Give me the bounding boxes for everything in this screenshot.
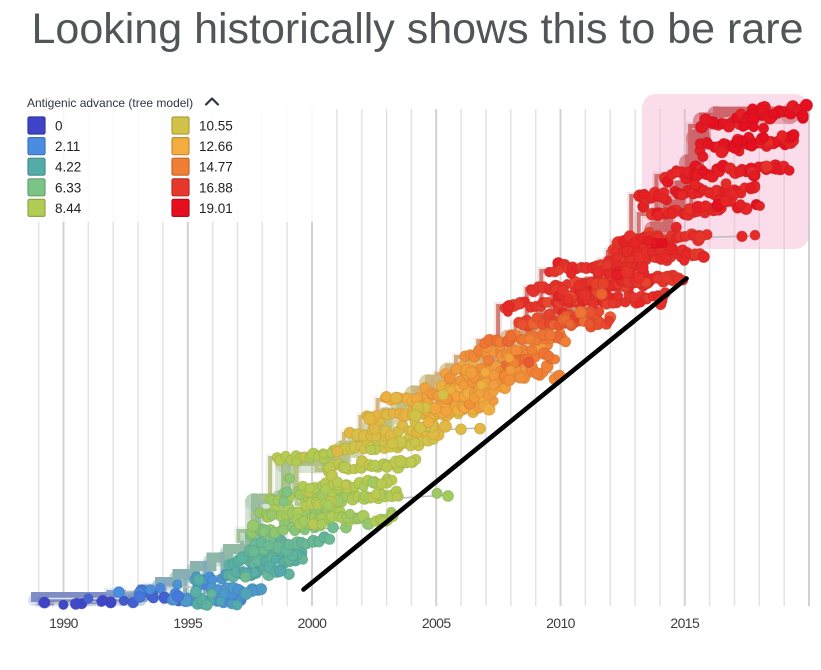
svg-text:1995: 1995: [173, 615, 203, 631]
svg-text:0: 0: [55, 119, 63, 134]
svg-text:2005: 2005: [422, 615, 452, 631]
svg-text:Antigenic advance (tree model): Antigenic advance (tree model): [27, 96, 193, 110]
svg-text:4.22: 4.22: [55, 160, 81, 175]
svg-text:12.66: 12.66: [199, 139, 233, 154]
svg-text:19.01: 19.01: [199, 201, 233, 216]
svg-text:10.55: 10.55: [199, 119, 233, 134]
svg-text:2.11: 2.11: [55, 139, 80, 154]
svg-text:2015: 2015: [670, 615, 700, 631]
svg-text:2000: 2000: [298, 615, 328, 631]
svg-text:14.77: 14.77: [199, 160, 233, 175]
svg-text:2010: 2010: [546, 615, 576, 631]
svg-text:1990: 1990: [49, 615, 79, 631]
svg-text:6.33: 6.33: [55, 180, 81, 195]
svg-text:16.88: 16.88: [199, 180, 233, 195]
svg-text:8.44: 8.44: [55, 201, 82, 216]
